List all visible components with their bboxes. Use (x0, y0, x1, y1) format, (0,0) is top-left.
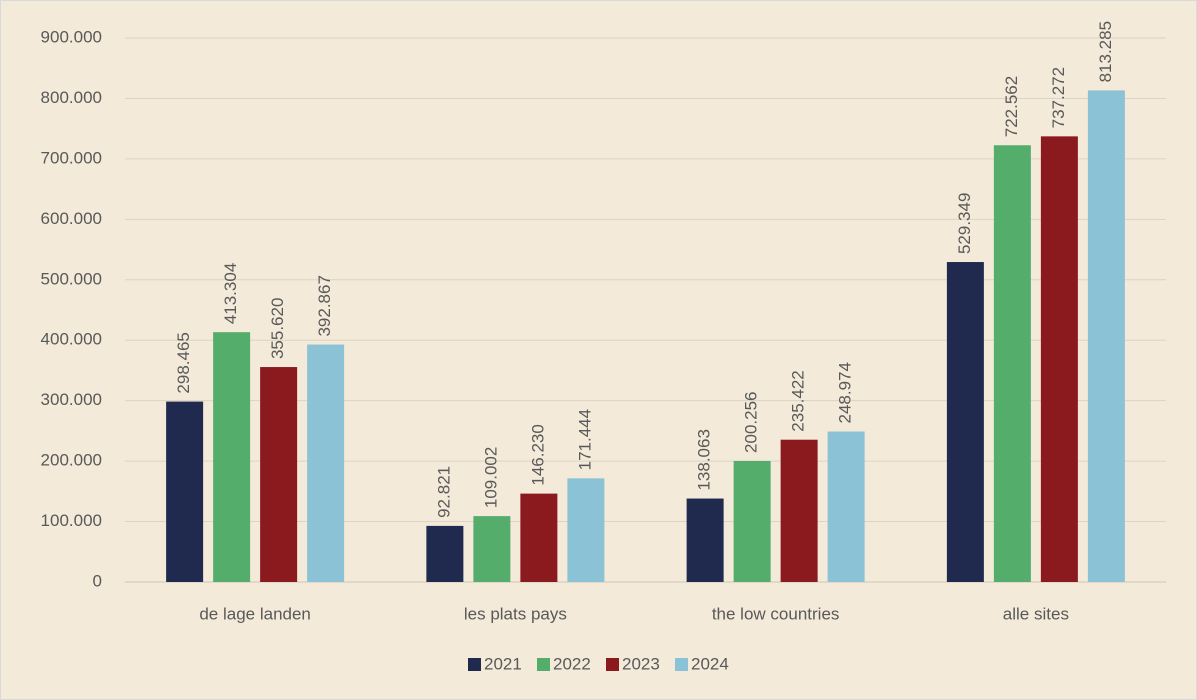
legend-swatch (606, 658, 619, 671)
legend-swatch (537, 658, 550, 671)
data-label: 392.867 (315, 275, 334, 336)
bar (520, 493, 558, 582)
bar (686, 498, 724, 582)
y-tick-label: 500.000 (41, 269, 102, 288)
data-label: 235.422 (789, 370, 808, 431)
legend-label: 2024 (691, 654, 729, 673)
bar (733, 460, 771, 582)
data-label: 171.444 (575, 409, 594, 470)
bar (567, 478, 605, 582)
data-label: 298.465 (174, 332, 193, 393)
x-tick-label: the low countries (712, 604, 840, 623)
x-tick-label: alle sites (1003, 604, 1069, 623)
data-label: 146.230 (528, 424, 547, 485)
legend-swatch (675, 658, 688, 671)
y-tick-label: 800.000 (41, 88, 102, 107)
bar (946, 262, 984, 582)
data-label: 413.304 (221, 263, 240, 324)
legend-label: 2021 (484, 654, 522, 673)
bar (426, 525, 464, 582)
bar (1087, 90, 1125, 582)
data-label: 355.620 (268, 298, 287, 359)
x-tick-label: les plats pays (464, 604, 567, 623)
y-tick-label: 300.000 (41, 390, 102, 409)
bar (1040, 136, 1078, 582)
y-tick-label: 100.000 (41, 511, 102, 530)
y-tick-label: 200.000 (41, 451, 102, 470)
legend-label: 2023 (622, 654, 660, 673)
bar (780, 439, 818, 582)
data-label: 92.821 (434, 466, 453, 518)
data-label: 248.974 (836, 362, 855, 423)
data-label: 109.002 (481, 447, 500, 508)
bar (213, 332, 251, 582)
data-label: 813.285 (1096, 21, 1115, 82)
data-label: 200.256 (742, 392, 761, 453)
y-tick-label: 0 (93, 571, 102, 590)
data-label: 722.562 (1002, 76, 1021, 137)
y-tick-label: 600.000 (41, 209, 102, 228)
bar (827, 431, 865, 582)
bar (166, 401, 204, 582)
data-label: 138.063 (695, 429, 714, 490)
data-label: 737.272 (1049, 67, 1068, 128)
x-tick-label: de lage landen (199, 604, 311, 623)
bar (307, 344, 345, 582)
y-tick-label: 700.000 (41, 148, 102, 167)
legend-swatch (468, 658, 481, 671)
bar (473, 516, 511, 582)
data-label: 529.349 (955, 193, 974, 254)
legend-label: 2022 (553, 654, 591, 673)
y-tick-label: 900.000 (41, 27, 102, 46)
bar (993, 145, 1031, 583)
bar (260, 367, 298, 582)
y-tick-label: 400.000 (41, 330, 102, 349)
